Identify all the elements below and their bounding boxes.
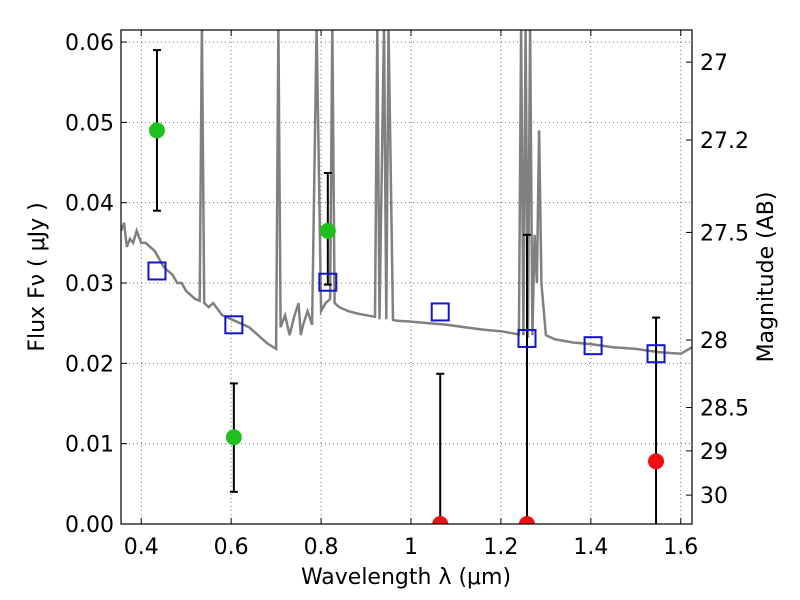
model-band-flux-square <box>583 336 603 356</box>
y-tick-label: 0.00 <box>65 513 114 538</box>
plot-frame <box>120 29 693 525</box>
y-tick-label: 0.04 <box>65 192 114 217</box>
y-axis-title: Flux Fν ( μJy ) <box>25 202 50 351</box>
detection-point <box>225 429 242 446</box>
y-tick-label: 0.06 <box>65 31 114 56</box>
x-tick-label: 1.2 <box>483 535 518 560</box>
x-tick-label: 1 <box>404 535 418 560</box>
y2-tick-label: 28.5 <box>700 397 749 422</box>
nondetection-point <box>648 453 665 470</box>
model-band-flux-square <box>646 344 666 364</box>
x-tick-label: 0.4 <box>124 535 159 560</box>
detection-point <box>148 122 165 139</box>
nondetection-point <box>518 516 535 524</box>
model-band-flux-square <box>224 315 244 335</box>
plot-background <box>121 30 692 524</box>
y2-tick-label: 28 <box>700 329 728 354</box>
x-tick-label: 1.6 <box>663 535 698 560</box>
y-tick-label: 0.02 <box>65 352 114 377</box>
y2-axis-title: Magnitude (AB) <box>754 192 779 363</box>
model-band-flux-square <box>147 261 167 281</box>
x-axis-title: Wavelength λ (μm) <box>301 565 511 590</box>
x-tick-label: 0.6 <box>214 535 249 560</box>
y-tick-label: 0.05 <box>65 111 114 136</box>
y-tick-label: 0.03 <box>65 272 114 297</box>
y2-tick-label: 29 <box>700 440 728 465</box>
x-tick-label: 0.8 <box>304 535 339 560</box>
detection-point <box>319 222 336 239</box>
nondetection-point <box>432 516 449 524</box>
tick-group: 0.4 0.6 0.8 1 1.2 1.4 1.6 0.00 0.01 0.02 0.03 0.04 0… <box>65 30 749 560</box>
marker-group <box>147 122 666 524</box>
model-spectrum-group <box>121 30 692 355</box>
y2-tick-label: 27.5 <box>700 221 749 246</box>
y-tick-label: 0.01 <box>65 433 114 458</box>
model-band-flux-square <box>430 302 450 322</box>
y2-tick-label: 30 <box>700 484 728 509</box>
y2-tick-label: 27.2 <box>700 129 749 154</box>
model-band-flux-square <box>318 272 338 292</box>
x-tick-label: 1.4 <box>573 535 608 560</box>
model-band-flux-square <box>517 328 537 348</box>
y2-tick-label: 27 <box>700 51 728 76</box>
model-spectrum-line <box>121 30 692 355</box>
